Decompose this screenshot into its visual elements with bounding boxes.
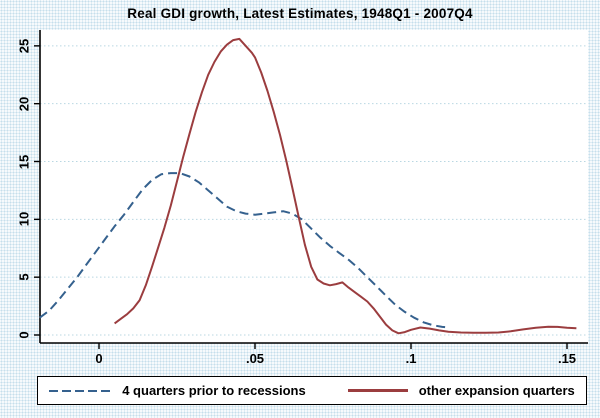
y-tick-label: 15: [16, 154, 32, 169]
legend-line-solid-expansion: [347, 389, 408, 392]
chart-title: Real GDI growth, Latest Estimates, 1948Q…: [127, 6, 473, 21]
series-expansion: [114, 37, 577, 335]
x-tick-label: 0: [95, 351, 103, 366]
legend-label-expansion: other expansion quarters: [418, 383, 575, 398]
y-tick-label: 0: [16, 331, 32, 339]
x-tick-label: .15: [557, 351, 577, 366]
y-tick-label: 25: [16, 38, 32, 54]
series-recessions: [39, 172, 449, 329]
y-tick-label: 5: [16, 273, 32, 281]
legend-label-recessions: 4 quarters prior to recessions: [122, 383, 306, 398]
plot-area: [40, 30, 588, 343]
x-tick-label: .05: [245, 351, 265, 366]
legend-box: 4 quarters prior to recessions other exp…: [37, 376, 587, 405]
x-tick-label: .1: [405, 351, 417, 366]
legend-line-dashed-recessions: [49, 389, 112, 392]
y-tick-label: 20: [16, 96, 32, 111]
y-tick-label: 10: [16, 212, 32, 227]
